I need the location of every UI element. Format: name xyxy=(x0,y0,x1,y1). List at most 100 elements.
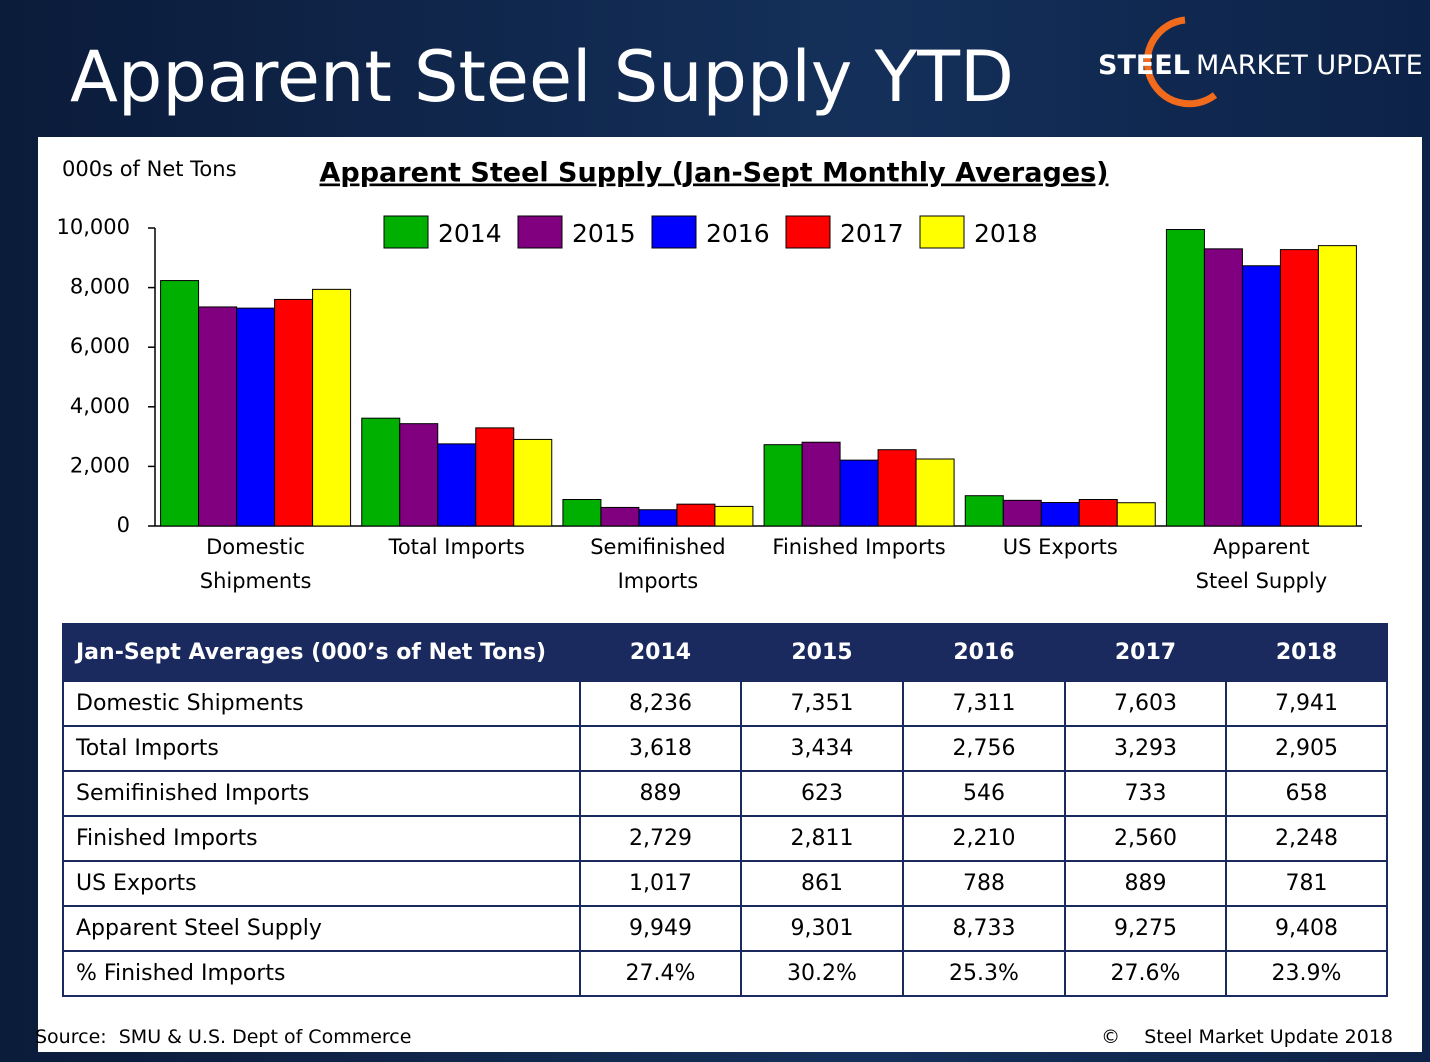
table-cell: 25.3% xyxy=(902,950,1066,997)
bar xyxy=(274,298,314,527)
table-cell: 788 xyxy=(902,860,1066,907)
y-tick-label: 0 xyxy=(117,513,130,537)
bar xyxy=(198,306,238,527)
table-cell: 546 xyxy=(902,770,1066,817)
table-cell: 9,408 xyxy=(1225,905,1388,952)
table-cell: % Finished Imports xyxy=(62,950,581,997)
table-cell: 7,941 xyxy=(1225,680,1388,727)
bar xyxy=(1241,265,1281,527)
legend-swatch xyxy=(651,215,697,249)
bar xyxy=(475,427,515,527)
table-cell: 2,729 xyxy=(579,815,742,862)
chart-title: Apparent Steel Supply (Jan-Sept Monthly … xyxy=(319,158,1108,189)
table-cell: 733 xyxy=(1064,770,1227,817)
bar xyxy=(1078,499,1118,527)
table-cell: 2,210 xyxy=(902,815,1066,862)
table-header-cell: 2014 xyxy=(579,623,742,682)
bar xyxy=(1317,245,1357,527)
bar xyxy=(437,443,477,527)
table-cell: 2,905 xyxy=(1225,725,1388,772)
bar xyxy=(839,459,879,527)
legend-label: 2016 xyxy=(706,219,770,248)
table-cell: 2,811 xyxy=(740,815,904,862)
bar xyxy=(562,499,602,527)
table-cell: Apparent Steel Supply xyxy=(62,905,581,952)
y-tick-label: 2,000 xyxy=(70,453,130,477)
table-cell: 27.6% xyxy=(1064,950,1227,997)
bar xyxy=(763,444,803,527)
bar xyxy=(160,280,200,527)
legend-swatch xyxy=(919,215,965,249)
bar xyxy=(801,441,841,527)
bar xyxy=(361,417,401,527)
table-cell: US Exports xyxy=(62,860,581,907)
slide-title: Apparent Steel Supply YTD xyxy=(70,36,1014,118)
table-cell: 2,560 xyxy=(1064,815,1227,862)
bar xyxy=(964,495,1004,527)
data-table: Jan-Sept Averages (000’s of Net Tons) 201… xyxy=(62,623,1388,997)
y-tick-label: 6,000 xyxy=(70,334,130,358)
table-cell: 9,301 xyxy=(740,905,904,952)
table-row: Apparent Steel Supply 9,949 9,301 8,733 9,27… xyxy=(62,905,1388,952)
table-cell: 27.4% xyxy=(579,950,742,997)
table-cell: 8,236 xyxy=(579,680,742,727)
legend-label: 2017 xyxy=(840,219,904,248)
bar xyxy=(915,458,955,527)
x-tick-label: Domestic Shipments xyxy=(199,535,312,593)
table-row: Finished Imports 2,729 2,811 2,210 2,560 2,24… xyxy=(62,815,1388,862)
bar xyxy=(877,449,917,527)
legend-label: 2014 xyxy=(438,219,502,248)
chart: 000s of Net Tons Apparent Steel Supply (… xyxy=(57,157,1362,537)
y-tick-label: 4,000 xyxy=(70,394,130,418)
table-header-cell: Jan-Sept Averages (000’s of Net Tons) xyxy=(62,623,581,682)
table-cell: 1,017 xyxy=(579,860,742,907)
y-tick-label: 8,000 xyxy=(70,275,130,299)
table-header-cell: 2016 xyxy=(902,623,1066,682)
bar xyxy=(638,509,678,527)
legend-swatch xyxy=(517,215,563,249)
table-header-row: Jan-Sept Averages (000’s of Net Tons) 201… xyxy=(62,623,1388,682)
x-tick-label: US Exports xyxy=(1002,535,1118,559)
table-cell: 658 xyxy=(1225,770,1388,817)
table-row: Total Imports 3,618 3,434 2,756 3,293 2,905 xyxy=(62,725,1388,772)
y-tick-label: 10,000 xyxy=(57,215,130,239)
legend-label: 2018 xyxy=(974,219,1038,248)
table-header-cell: 2018 xyxy=(1225,623,1388,682)
x-tick-label: Apparent Steel Supply xyxy=(1195,535,1328,593)
table-row: Domestic Shipments 8,236 7,351 7,311 7,603 7,… xyxy=(62,680,1388,727)
logo-brand: STEEL xyxy=(1098,50,1190,81)
table-cell: 3,293 xyxy=(1064,725,1227,772)
table-cell: 2,756 xyxy=(902,725,1066,772)
table-cell: 3,618 xyxy=(579,725,742,772)
bar xyxy=(1279,249,1319,527)
bar xyxy=(1116,502,1156,527)
source: Source: SMU & U.S. Dept of Commerce xyxy=(35,1026,412,1048)
table-cell: 781 xyxy=(1225,860,1388,907)
bar xyxy=(600,506,640,527)
table-cell: 7,311 xyxy=(902,680,1066,727)
table-cell: 7,603 xyxy=(1064,680,1227,727)
bar xyxy=(1203,248,1243,527)
table-cell: 861 xyxy=(740,860,904,907)
table-header-cell: 2015 xyxy=(740,623,904,682)
table-cell: 8,733 xyxy=(902,905,1066,952)
bar xyxy=(1165,229,1205,527)
bar xyxy=(399,423,439,527)
copyright: © Steel Market Update 2018 xyxy=(1101,1026,1393,1048)
x-tick-label: Total Imports xyxy=(388,535,525,559)
table-row: % Finished Imports 27.4% 30.2% 25.3% 27.6% 23… xyxy=(62,950,1388,997)
bar xyxy=(676,503,716,527)
bar xyxy=(236,307,276,527)
table-cell: 7,351 xyxy=(740,680,904,727)
legend-swatch xyxy=(383,215,429,249)
bar xyxy=(312,288,352,527)
table-cell: 623 xyxy=(740,770,904,817)
x-tick-label: Semifinished Imports xyxy=(590,535,726,593)
table-cell: 9,949 xyxy=(579,905,742,952)
table-cell: 889 xyxy=(1064,860,1227,907)
table-row: US Exports 1,017 861 788 889 781 xyxy=(62,860,1388,907)
table-row: Semifinished Imports 889 623 546 733 658 xyxy=(62,770,1388,817)
table-cell: 889 xyxy=(579,770,742,817)
table-cell: Finished Imports xyxy=(62,815,581,862)
